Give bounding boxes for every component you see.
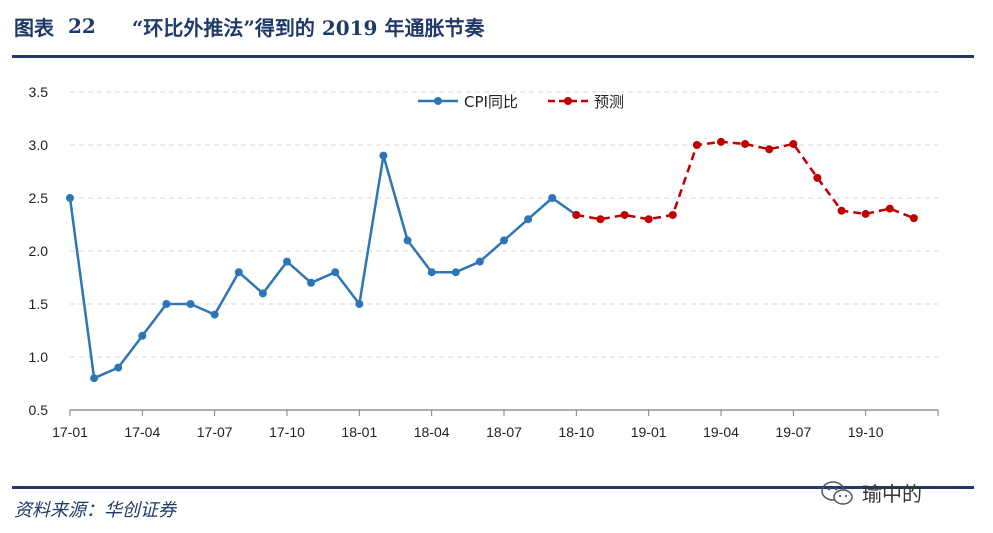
- x-tick-label: 18-07: [486, 424, 522, 440]
- cpi-data-point: [114, 363, 123, 372]
- header-rule: [12, 55, 974, 58]
- cpi-data-point: [210, 310, 219, 319]
- cpi-data-point: [66, 194, 74, 202]
- forecast-data-point: [765, 145, 774, 154]
- legend-forecast-marker: [564, 97, 572, 105]
- y-tick-label: 3.0: [29, 137, 49, 153]
- cpi-data-point: [307, 278, 316, 287]
- legend-cpi-marker: [434, 97, 442, 105]
- cpi-data-point: [186, 300, 195, 308]
- forecast-data-point: [861, 209, 870, 218]
- y-tick-label: 1.5: [29, 296, 49, 312]
- forecast-data-point: [620, 210, 629, 219]
- watermark: 瑜中的: [820, 478, 922, 507]
- forecast-data-point: [572, 210, 581, 219]
- cpi-data-point: [355, 300, 364, 308]
- cpi-data-point: [403, 236, 412, 245]
- x-tick-label: 17-01: [52, 424, 88, 440]
- forecast-data-point: [909, 214, 918, 223]
- legend-cpi-label: CPI同比: [464, 93, 518, 111]
- x-tick-label: 18-04: [414, 424, 450, 440]
- cpi-data-point: [524, 215, 533, 224]
- forecast-data-point: [692, 141, 701, 149]
- y-tick-label: 1.0: [29, 349, 49, 365]
- cpi-data-point: [451, 268, 460, 277]
- cpi-data-point: [258, 289, 267, 298]
- y-tick-label: 0.5: [29, 402, 49, 418]
- forecast-data-point: [837, 206, 846, 215]
- forecast-data-point: [668, 210, 677, 219]
- y-tick-label: 3.5: [29, 84, 49, 100]
- x-tick-label: 19-10: [848, 424, 884, 440]
- x-tick-label: 19-07: [775, 424, 811, 440]
- x-tick-label: 17-04: [124, 424, 160, 440]
- cpi-data-point: [162, 300, 171, 308]
- forecast-data-point: [741, 139, 750, 148]
- cpi-data-point: [234, 268, 243, 277]
- cpi-data-point: [548, 194, 557, 202]
- cpi-data-point: [379, 151, 388, 160]
- cpi-series-line: [68, 154, 578, 380]
- cpi-data-point: [500, 236, 508, 245]
- figure-label: 图表: [14, 15, 54, 40]
- forecast-data-point: [644, 215, 653, 224]
- x-tick-label: 19-01: [631, 424, 667, 440]
- cpi-data-point: [90, 374, 99, 383]
- cpi-data-point: [138, 331, 147, 340]
- figure-header: 图表 22 “环比外推法”得到的 2019 年通胀节奏: [14, 8, 974, 44]
- cpi-data-point: [427, 268, 436, 277]
- y-tick-label: 2.0: [29, 243, 49, 259]
- cpi-data-point: [331, 268, 340, 277]
- x-tick-label: 18-01: [341, 424, 377, 440]
- figure-number: 22: [68, 14, 96, 38]
- legend-forecast-label: 预测: [594, 93, 624, 111]
- cpi-line-chart: 0.5 1.0 1.5 2.0 2.5 3.0 3.5 17-01 17-04 17-07 17-1…: [29, 84, 939, 440]
- forecast-data-point: [717, 137, 725, 146]
- y-tick-label: 2.5: [29, 190, 49, 206]
- chart-title: “环比外推法”得到的 2019 年通胀节奏: [131, 15, 485, 40]
- forecast-data-point: [813, 173, 822, 182]
- watermark-text: 瑜中的: [862, 482, 922, 506]
- cpi-data-point: [283, 257, 291, 266]
- wechat-icon: [821, 480, 853, 505]
- cpi-data-point: [475, 257, 484, 266]
- forecast-data-point: [885, 204, 894, 213]
- forecast-data-point: [596, 215, 605, 224]
- forecast-series-line: [576, 140, 915, 221]
- forecast-data-point: [789, 139, 798, 148]
- footer-rule: [12, 486, 974, 489]
- x-tick-label: 19-04: [703, 424, 739, 440]
- source-note: 资料来源：华创证券: [14, 500, 176, 521]
- x-tick-label: 17-10: [269, 424, 305, 440]
- x-tick-label: 17-07: [197, 424, 233, 440]
- x-tick-label: 18-10: [558, 424, 594, 440]
